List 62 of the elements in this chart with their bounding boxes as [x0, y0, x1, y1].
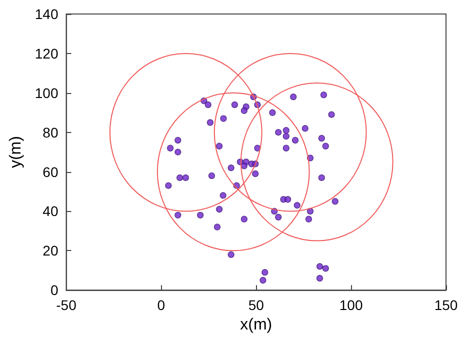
point [174, 136, 182, 144]
point [328, 111, 335, 118]
point [332, 198, 338, 205]
point [176, 174, 184, 181]
point [197, 212, 204, 218]
x-tick-label: 0 [157, 297, 166, 314]
point [282, 127, 290, 134]
x-tick-label: 150 [434, 297, 458, 314]
point [302, 125, 308, 132]
point [260, 276, 266, 284]
point [262, 269, 268, 276]
point [275, 129, 282, 136]
point [174, 148, 182, 156]
point [208, 172, 215, 180]
point [174, 212, 182, 218]
point [231, 101, 238, 108]
point [165, 182, 172, 189]
point [316, 263, 324, 270]
y-tick-label: 80 [42, 124, 58, 140]
y-tick-label: 140 [34, 6, 58, 22]
point [252, 170, 259, 178]
point [182, 174, 189, 181]
y-axis-title: y(m) [8, 136, 24, 168]
point [206, 119, 214, 126]
point [216, 206, 223, 213]
point [228, 251, 234, 258]
x-axis-title: x(m) [240, 316, 272, 334]
point [284, 196, 292, 203]
point [282, 132, 290, 140]
point [220, 115, 227, 122]
point [292, 136, 299, 144]
y-tick-label: 20 [42, 242, 58, 259]
point [269, 109, 276, 116]
x-tick-label: 100 [339, 297, 363, 314]
y-tick-label: 100 [34, 84, 58, 101]
point [228, 164, 234, 172]
x-tick-label: -50 [56, 297, 77, 314]
y-tick-label: 40 [42, 203, 58, 220]
point [290, 94, 297, 100]
point [305, 216, 312, 222]
point [254, 144, 261, 152]
y-tick-label: 0 [50, 282, 58, 298]
point [316, 274, 324, 282]
point [322, 142, 329, 150]
x-tick-label: 50 [248, 297, 264, 314]
point [240, 162, 248, 170]
point [214, 224, 221, 230]
point [167, 144, 174, 152]
y-tick-label: 120 [34, 45, 58, 62]
point [322, 265, 329, 272]
point [220, 192, 226, 199]
point [275, 214, 282, 220]
point [294, 202, 300, 209]
point [240, 216, 248, 222]
point [240, 107, 248, 114]
point [216, 142, 223, 150]
point [320, 92, 328, 98]
y-tick-label: 60 [42, 164, 58, 180]
point [318, 134, 325, 142]
point [318, 174, 325, 181]
point [204, 101, 212, 108]
point [282, 144, 290, 152]
